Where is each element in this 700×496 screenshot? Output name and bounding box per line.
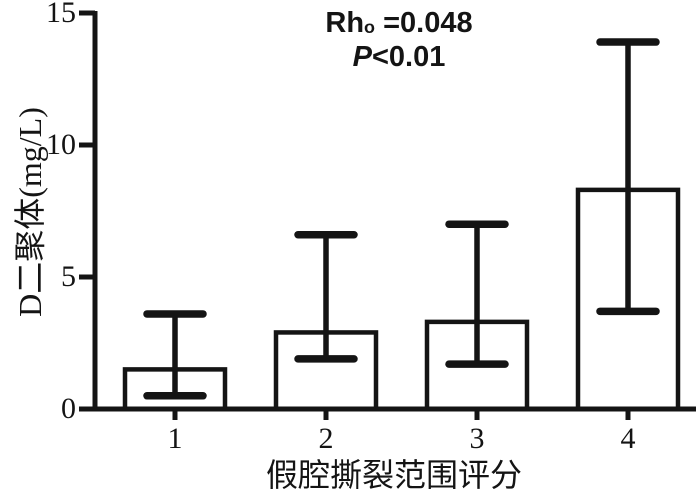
x-tick-label-2: 2 [318, 422, 334, 455]
x-tick-label-1: 1 [167, 422, 183, 455]
p-symbol: P [352, 41, 372, 73]
y-tick-label-5: 5 [61, 260, 76, 293]
rho-subscript: o [364, 17, 376, 37]
y-tick-label-15: 15 [46, 0, 76, 29]
p-threshold: <0.01 [371, 41, 446, 73]
annotation-rho: Rho =0.048 [325, 8, 472, 41]
x-axis-title: 假腔撕裂范围评分 [265, 457, 523, 493]
x-tick-label-4: 4 [620, 422, 636, 455]
rho-text: Rh [325, 7, 365, 39]
y-tick-label-0: 0 [61, 392, 76, 425]
x-tick-label-3: 3 [469, 422, 485, 455]
y-axis-title: D二聚体(mg/L) [12, 107, 48, 317]
rho-value: =0.048 [375, 7, 473, 39]
y-tick-label-10: 10 [46, 128, 76, 161]
annotation-p-value: P<0.01 [353, 42, 446, 72]
